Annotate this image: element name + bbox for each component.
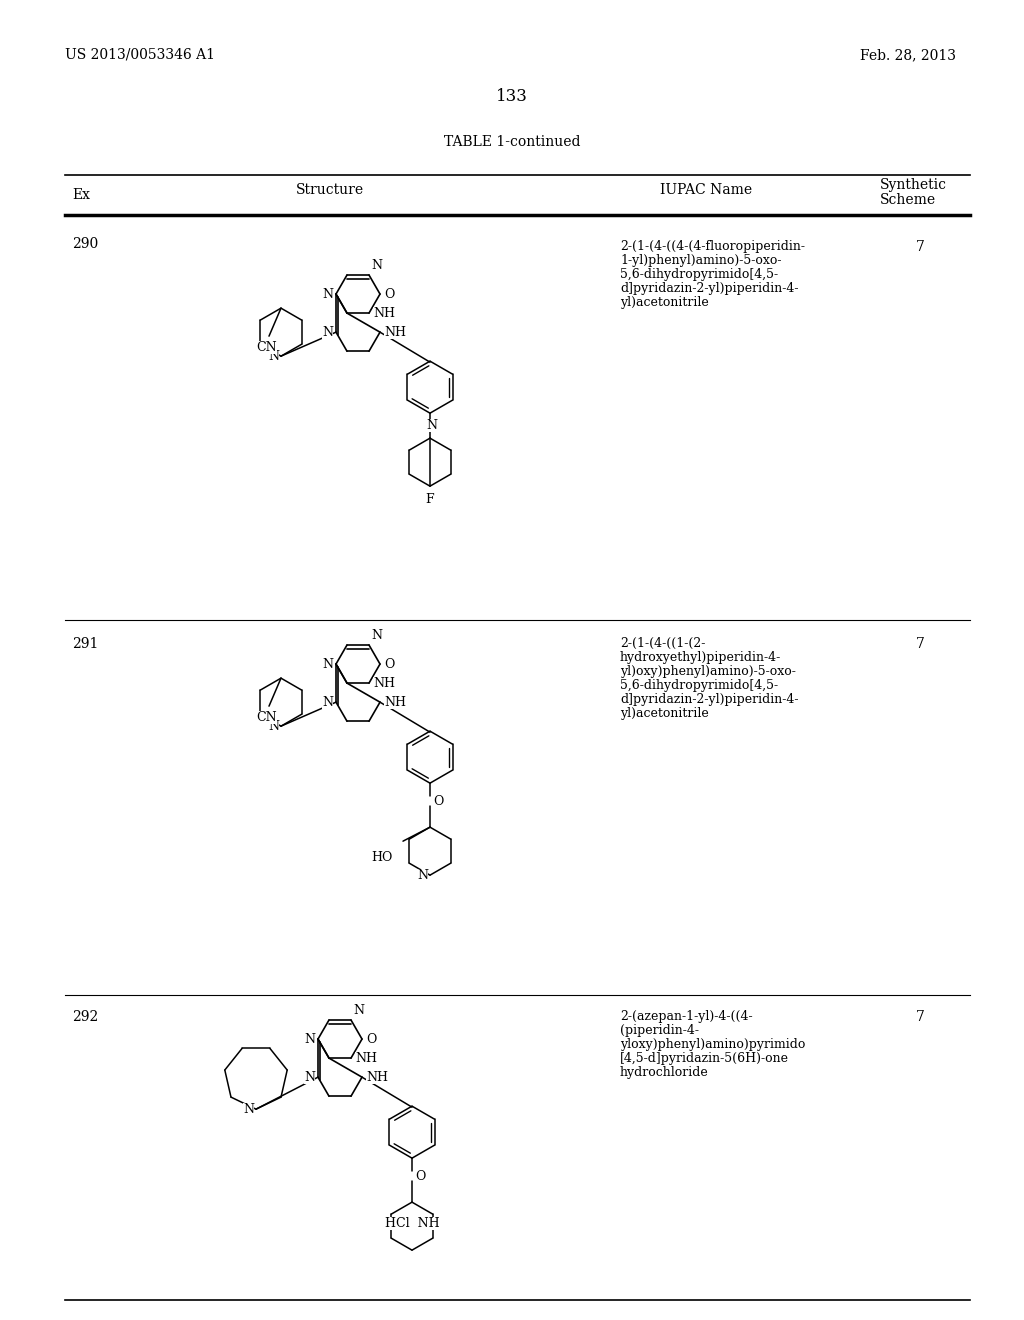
Text: CN: CN (257, 341, 278, 354)
Text: yl)oxy)phenyl)amino)-5-oxo-: yl)oxy)phenyl)amino)-5-oxo- (620, 665, 796, 678)
Text: Feb. 28, 2013: Feb. 28, 2013 (860, 48, 956, 62)
Text: Synthetic: Synthetic (880, 178, 947, 191)
Text: hydrochloride: hydrochloride (620, 1067, 709, 1078)
Text: NH: NH (366, 1071, 388, 1084)
Text: CN: CN (257, 711, 278, 725)
Text: N: N (353, 1005, 364, 1016)
Text: IUPAC Name: IUPAC Name (660, 183, 752, 197)
Text: N: N (322, 326, 333, 339)
Text: O: O (366, 1032, 377, 1045)
Text: O: O (384, 288, 394, 301)
Text: HO: HO (372, 851, 393, 865)
Text: N: N (371, 259, 382, 272)
Text: NH: NH (373, 306, 395, 319)
Text: O: O (433, 795, 443, 808)
Text: yloxy)phenyl)amino)pyrimido: yloxy)phenyl)amino)pyrimido (620, 1038, 805, 1051)
Text: yl)acetonitrile: yl)acetonitrile (620, 708, 709, 719)
Text: 290: 290 (72, 238, 98, 251)
Text: d]pyridazin-2-yl)piperidin-4-: d]pyridazin-2-yl)piperidin-4- (620, 282, 799, 294)
Text: N: N (304, 1071, 315, 1084)
Text: hydroxyethyl)piperidin-4-: hydroxyethyl)piperidin-4- (620, 651, 781, 664)
Text: NH: NH (373, 677, 395, 689)
Text: 2-(azepan-1-yl)-4-((4-: 2-(azepan-1-yl)-4-((4- (620, 1010, 753, 1023)
Text: F: F (426, 494, 434, 506)
Text: 133: 133 (496, 88, 528, 106)
Text: US 2013/0053346 A1: US 2013/0053346 A1 (65, 48, 215, 62)
Text: N: N (268, 350, 279, 363)
Text: TABLE 1-continued: TABLE 1-continued (443, 135, 581, 149)
Text: O: O (415, 1170, 425, 1183)
Text: N: N (304, 1032, 315, 1045)
Text: 7: 7 (915, 240, 925, 253)
Text: N: N (268, 719, 279, 733)
Text: 1-yl)phenyl)amino)-5-oxo-: 1-yl)phenyl)amino)-5-oxo- (620, 253, 781, 267)
Text: yl)acetonitrile: yl)acetonitrile (620, 296, 709, 309)
Text: 7: 7 (915, 1010, 925, 1024)
Text: O: O (384, 657, 394, 671)
Text: NH: NH (355, 1052, 377, 1065)
Text: 292: 292 (72, 1010, 98, 1024)
Text: Ex: Ex (72, 187, 90, 202)
Text: Structure: Structure (296, 183, 365, 197)
Text: 2-(1-(4-((1-(2-: 2-(1-(4-((1-(2- (620, 638, 706, 649)
Text: Scheme: Scheme (880, 193, 936, 207)
Text: 2-(1-(4-((4-(4-fluoropiperidin-: 2-(1-(4-((4-(4-fluoropiperidin- (620, 240, 805, 253)
Text: N: N (417, 869, 428, 882)
Text: 5,6-dihydropyrimido[4,5-: 5,6-dihydropyrimido[4,5- (620, 268, 778, 281)
Text: NH: NH (384, 696, 406, 709)
Text: d]pyridazin-2-yl)piperidin-4-: d]pyridazin-2-yl)piperidin-4- (620, 693, 799, 706)
Text: N: N (322, 657, 333, 671)
Text: HCl  NH: HCl NH (385, 1217, 439, 1230)
Text: 7: 7 (915, 638, 925, 651)
Text: N: N (322, 696, 333, 709)
Text: NH: NH (384, 326, 406, 339)
Text: N: N (371, 630, 382, 642)
Text: 5,6-dihydropyrimido[4,5-: 5,6-dihydropyrimido[4,5- (620, 678, 778, 692)
Text: 291: 291 (72, 638, 98, 651)
Text: (piperidin-4-: (piperidin-4- (620, 1024, 699, 1038)
Text: N: N (243, 1102, 254, 1115)
Text: [4,5-d]pyridazin-5(6H)-one: [4,5-d]pyridazin-5(6H)-one (620, 1052, 790, 1065)
Text: N: N (427, 418, 437, 432)
Text: N: N (322, 288, 333, 301)
